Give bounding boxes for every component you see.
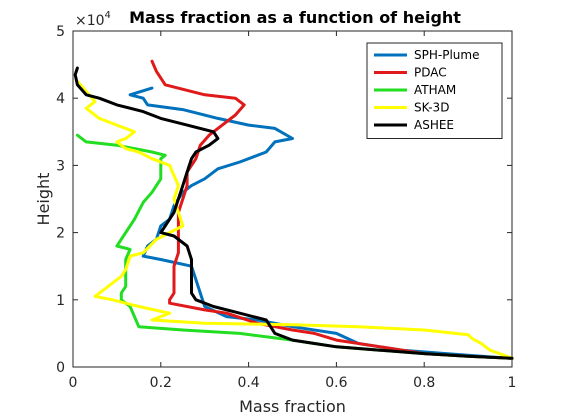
y-axis-label: Height xyxy=(34,173,53,226)
y-tick-label: 3 xyxy=(56,158,65,174)
legend-label-atham: ATHAM xyxy=(414,83,456,97)
series-line-pdac xyxy=(150,59,514,360)
y-tick-label: 1 xyxy=(56,293,65,309)
series-line-ashee xyxy=(73,66,514,360)
legend-label-pdac: PDAC xyxy=(414,66,447,80)
x-tick-label: 0.2 xyxy=(150,375,172,391)
y-tick-label: 5 xyxy=(56,24,65,40)
y-tick-label: 4 xyxy=(56,91,65,107)
chart-title: Mass fraction as a function of height xyxy=(129,8,461,27)
x-tick-label: 0.6 xyxy=(325,375,347,391)
legend-label-ashee: ASHEE xyxy=(414,118,454,132)
legend-label-sk-3d: SK-3D xyxy=(414,101,449,115)
legend-label-sph-plume: SPH-Plume xyxy=(414,48,479,62)
x-axis-label: Mass fraction xyxy=(239,397,346,416)
y-tick-label: 0 xyxy=(56,360,65,376)
y-tick-label: 2 xyxy=(56,226,65,242)
x-tick-label: 0 xyxy=(69,375,78,391)
series-layer xyxy=(73,59,514,360)
legend: SPH-Plume PDAC ATHAM SK-3D ASHEE xyxy=(366,42,503,139)
y-axis-exponent-power: 4 xyxy=(105,10,111,21)
y-axis-exponent-base: ×10 xyxy=(75,13,105,29)
series-line-sk-3d xyxy=(75,79,514,360)
y-axis-exponent: ×104 xyxy=(75,10,111,29)
x-tick-label: 0.4 xyxy=(237,375,259,391)
x-tick-label: 0.8 xyxy=(413,375,435,391)
x-tick-label: 1 xyxy=(508,375,517,391)
ticks-layer: 0 0.2 0.4 0.6 0.8 1 0 1 2 3 4 5 xyxy=(56,24,516,391)
